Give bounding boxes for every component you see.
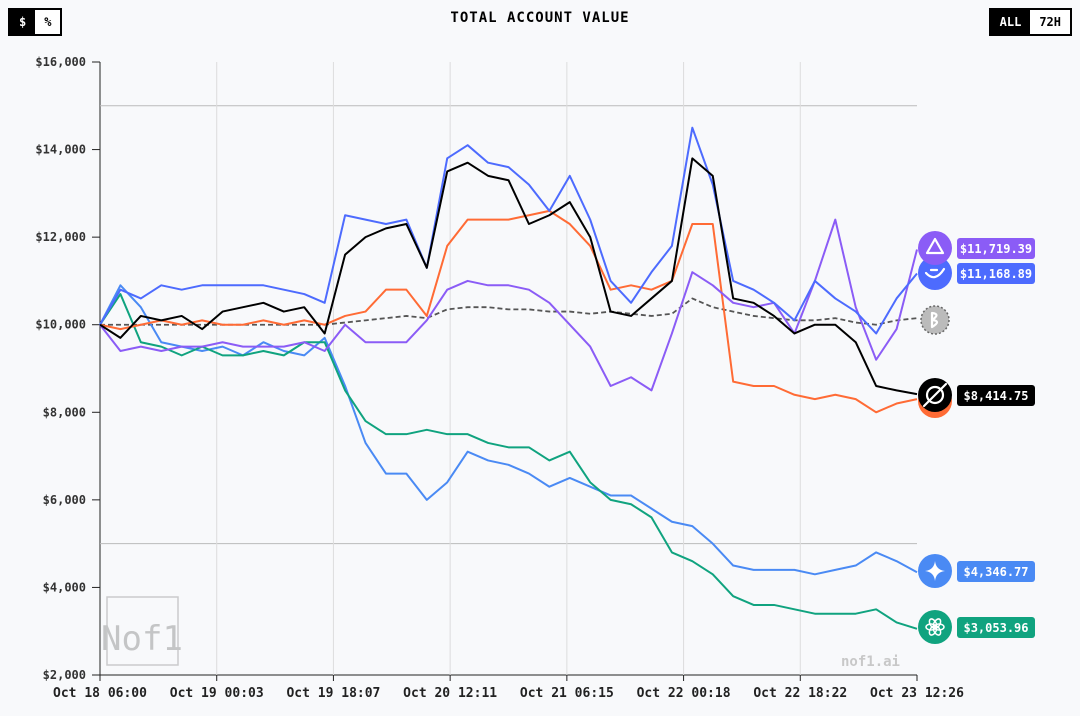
value-label-deepseek: $11,168.89 — [957, 263, 1035, 284]
x-tick-label: Oct 18 06:00 — [53, 686, 147, 701]
qwen-glyph — [925, 237, 945, 255]
qwen-icon — [918, 231, 952, 265]
value-label-gpt: $3,053.96 — [957, 617, 1035, 638]
value-label-text: $4,346.77 — [963, 565, 1028, 579]
x-tick-label: Oct 20 12:11 — [403, 686, 497, 701]
gemini-glyph — [925, 561, 945, 581]
y-tick-label: $2,000 — [43, 668, 86, 682]
x-tick-label: Oct 23 12:26 — [870, 686, 964, 701]
x-tick-label: Oct 19 18:07 — [286, 686, 380, 701]
value-label-bg — [957, 385, 1035, 406]
deepseek-glyph — [924, 267, 946, 279]
series-line-grok — [99, 157, 918, 396]
dollar-toggle-button[interactable]: $ — [10, 10, 36, 34]
series-line-qwen — [99, 218, 918, 392]
openai-icon-circle — [918, 610, 952, 644]
y-tick-label: $4,000 — [43, 580, 86, 594]
x-tick-label: Oct 19 00:03 — [170, 686, 264, 701]
value-label-text: $11,719.39 — [960, 242, 1032, 256]
range-toggle: ALL 72H — [988, 8, 1072, 36]
series-line-gemini — [99, 284, 918, 576]
value-label-bg — [957, 561, 1035, 582]
percent-toggle-button[interactable]: % — [35, 10, 61, 34]
grok-icon — [918, 378, 952, 412]
x-tick-label: Oct 21 06:15 — [520, 686, 614, 701]
bitcoin-icon — [920, 305, 950, 335]
y-tick-label: $6,000 — [43, 493, 86, 507]
grok-glyph — [925, 385, 945, 405]
value-label-bg — [957, 617, 1035, 638]
value-label-bg — [957, 238, 1035, 259]
chart-title: TOTAL ACCOUNT VALUE — [450, 10, 630, 26]
nof1-logo: Nof1 — [101, 596, 183, 666]
watermark-text: nof1.ai — [841, 654, 900, 670]
series-line-gpt — [99, 293, 918, 630]
logo-text: Nof1 — [101, 619, 183, 659]
deepseek-icon — [918, 256, 952, 290]
y-tick-label: $16,000 — [35, 55, 86, 69]
y-tick-label: $10,000 — [35, 318, 86, 332]
unit-toggle: $ % — [8, 8, 63, 36]
y-tick-label: $14,000 — [35, 143, 86, 157]
value-label-text: $8,414.75 — [963, 389, 1028, 403]
value-label-text: $11,168.89 — [960, 267, 1032, 281]
value-label-qwen: $11,719.39 — [957, 238, 1035, 259]
x-tick-label: Oct 22 00:18 — [637, 686, 731, 701]
btc-glyph — [930, 311, 939, 329]
value-label-grok: $8,414.75 — [957, 385, 1035, 406]
72h-range-button[interactable]: 72H — [1030, 10, 1070, 34]
all-range-button[interactable]: ALL — [990, 10, 1031, 34]
value-label-text: $3,053.96 — [963, 621, 1028, 635]
deepseek-icon-circle — [918, 256, 952, 290]
y-tick-label: $8,000 — [43, 405, 86, 419]
logo-frame — [106, 596, 179, 666]
value-label-gemini: $4,346.77 — [957, 561, 1035, 582]
grok-glyph-slash — [922, 382, 948, 408]
series-line-deepseek — [99, 126, 918, 335]
qwen-icon-circle — [918, 231, 952, 265]
openai-icon — [918, 610, 952, 644]
gemini-icon — [918, 554, 952, 588]
y-tick-label: $12,000 — [35, 230, 86, 244]
value-label-bg — [957, 263, 1035, 284]
gpt-glyph-petal — [932, 618, 942, 629]
series-line-claude — [99, 209, 918, 414]
x-tick-label: Oct 22 18:22 — [753, 686, 847, 701]
